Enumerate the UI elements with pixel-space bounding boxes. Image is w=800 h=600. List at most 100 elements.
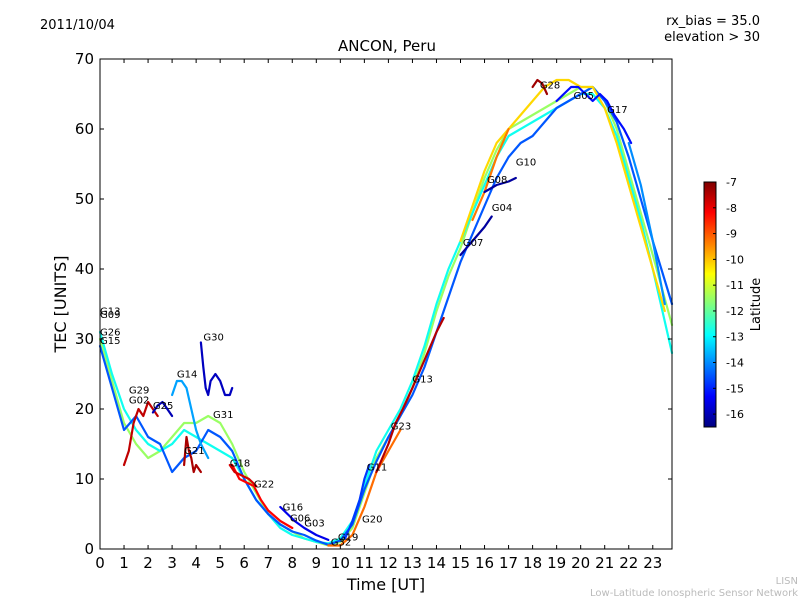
satellite-label: G20: [362, 514, 382, 525]
satellite-label: G28: [540, 80, 560, 91]
x-tick-label: 3: [167, 554, 177, 572]
x-tick-label: 22: [619, 554, 638, 572]
series-line-g22: [231, 463, 294, 530]
x-tick-label: 15: [451, 554, 470, 572]
series-line-g02: [122, 400, 159, 467]
colorbar-tick-label: -8: [726, 202, 737, 215]
series-line-g17-tail: [627, 141, 666, 306]
x-tick-label: 5: [215, 554, 225, 572]
x-tick-label: 14: [427, 554, 446, 572]
satellite-label: G13: [100, 307, 120, 318]
satellite-label: G29: [129, 386, 149, 397]
chart-title: ANCON, Peru: [338, 37, 436, 55]
colorbar: -7 -8 -9 -10 -11 -12 -13 -14 -15 -16: [703, 176, 744, 428]
satellite-label: G32: [331, 538, 351, 549]
series-line-g14: [171, 379, 210, 460]
x-tick-label: 17: [499, 554, 518, 572]
x-tick-label: 10: [331, 554, 350, 572]
series-line-g11: [344, 463, 371, 540]
satellite-label: G19: [338, 533, 358, 544]
colorbar-tick-label: -14: [726, 357, 744, 370]
series-line-g23: [375, 316, 445, 474]
colorbar-gradient: [703, 181, 717, 428]
rx-bias-label: rx_bias = 35.0: [666, 14, 760, 29]
satellite-label: G30: [203, 332, 223, 343]
x-tick-label: 12: [379, 554, 398, 572]
series-line-g10: [483, 176, 517, 194]
satellite-label: G13: [412, 374, 432, 385]
x-tick-label: 7: [263, 554, 273, 572]
credit-short: LISN: [775, 576, 798, 587]
series-line-g05: [555, 85, 633, 145]
elevation-label: elevation > 30: [664, 30, 760, 45]
colorbar-tick-label: -16: [726, 408, 744, 421]
series-line-g21: [183, 435, 202, 474]
credit-long: Low-Latitude Ionospheric Sensor Network: [590, 588, 798, 599]
y-tick-label: 20: [75, 400, 94, 418]
y-tick-label: 70: [75, 50, 94, 68]
satellite-label: G17: [607, 105, 627, 116]
satellite-label: G06: [290, 514, 310, 525]
y-tick-label: 10: [75, 470, 94, 488]
satellite-label: G07: [463, 238, 483, 249]
satellite-label: G09: [100, 310, 120, 321]
colorbar-tick-label: -13: [726, 331, 744, 344]
series-line-main-b: [98, 92, 674, 545]
x-tick-label: 1: [119, 554, 129, 572]
series-line-main-a: [98, 85, 674, 547]
series-line-g18: [228, 463, 258, 488]
satellite-label: G10: [516, 157, 536, 168]
satellite-label: G02: [129, 395, 149, 406]
colorbar-tick-label: -11: [726, 279, 744, 292]
satellite-label: G14: [177, 370, 197, 381]
colorbar-tick-label: -10: [726, 253, 744, 266]
series-line-g30: [199, 341, 234, 397]
satellite-label: G25: [153, 401, 173, 412]
series-line-g16: [279, 505, 330, 542]
x-tick-label: 0: [95, 554, 105, 572]
x-tick-label: 9: [312, 554, 322, 572]
y-tick-label: 50: [75, 190, 94, 208]
y-tick-label: 40: [75, 260, 94, 278]
y-axis: 0 10 20 30 40 50 60 70: [75, 50, 672, 558]
satellite-label: G03: [304, 519, 324, 530]
satellite-label: G05: [573, 91, 593, 102]
plot-series-group: [98, 78, 674, 547]
colorbar-label: Latitude: [749, 278, 764, 332]
colorbar-tick-label: -15: [726, 382, 744, 395]
series-line-main-c: [98, 85, 674, 546]
satellite-label: G23: [391, 421, 411, 432]
plot-frame: [99, 58, 673, 550]
x-tick-label: 16: [475, 554, 494, 572]
satellite-label: G18: [230, 458, 250, 469]
x-tick-label: 4: [191, 554, 201, 572]
x-tick-label: 8: [287, 554, 297, 572]
x-tick-label: 21: [595, 554, 614, 572]
y-tick-label: 0: [84, 540, 94, 558]
series-line-g25: [151, 400, 174, 418]
satellite-label-group: G13G09G26G15G29G02G25G14G30G31G21G18G22G…: [100, 80, 628, 548]
x-tick-label: 23: [643, 554, 662, 572]
satellite-label: G15: [100, 336, 120, 347]
satellite-label: G08: [487, 175, 507, 186]
satellite-label: G16: [283, 503, 303, 514]
series-line-g28: [531, 78, 549, 96]
y-tick-label: 60: [75, 120, 94, 138]
x-tick-label: 13: [403, 554, 422, 572]
x-tick-label: 11: [355, 554, 374, 572]
x-tick-label: 2: [143, 554, 153, 572]
series-line-g04: [459, 215, 493, 257]
x-axis-label: Time [UT]: [346, 575, 425, 594]
satellite-label: G31: [213, 410, 233, 421]
satellite-label: G04: [492, 203, 512, 214]
satellite-label: G22: [254, 479, 274, 490]
series-line-peak-d: [459, 78, 666, 313]
colorbar-tick-label: -12: [726, 305, 744, 318]
y-axis-label: TEC [UNITS]: [51, 256, 70, 354]
y-tick-label: 30: [75, 330, 94, 348]
colorbar-tick-label: -9: [726, 228, 737, 241]
satellite-label: G11: [367, 463, 387, 474]
series-line-peak-e: [471, 127, 510, 222]
x-tick-label: 20: [571, 554, 590, 572]
